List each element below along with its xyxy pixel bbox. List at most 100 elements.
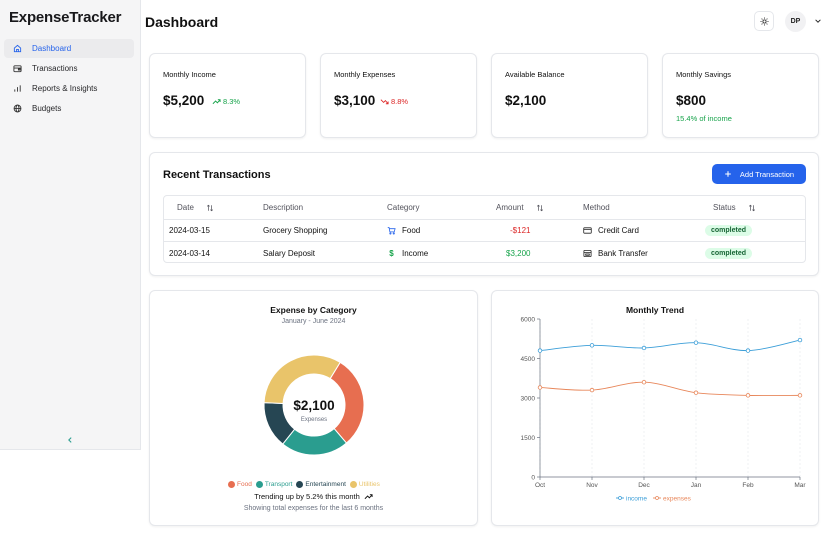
sidebar-item-reports[interactable]: Reports & Insights (4, 79, 134, 98)
trending-down-icon (380, 99, 389, 105)
legend-label: Entertainment (305, 481, 346, 488)
category-label: Food (402, 226, 421, 235)
trend-text: Trending up by 5.2% this month (254, 492, 360, 501)
donut-center-label: Expenses (301, 417, 327, 423)
legend-label: Utilities (358, 481, 380, 488)
y-tick-label: 0 (531, 475, 535, 482)
home-icon (12, 44, 22, 54)
status-badge: completed (705, 247, 753, 259)
credit-card-icon (583, 227, 592, 234)
theme-toggle-button[interactable] (754, 11, 774, 31)
legend-label-expenses: expenses (663, 495, 692, 502)
legend-label: Food (237, 481, 252, 488)
column-header-category: Category (387, 196, 419, 219)
legend-swatch (349, 481, 357, 488)
recent-transactions-card: Recent Transactions Add Transaction Date… (149, 152, 819, 276)
bar-chart-icon (12, 84, 22, 94)
data-point-income[interactable] (641, 345, 647, 351)
data-point-income[interactable] (745, 348, 751, 353)
legend-label-income: income (626, 495, 647, 502)
legend-swatch (296, 481, 304, 488)
sun-icon (759, 16, 769, 26)
x-tick-label: Oct (535, 482, 545, 489)
donut-slice-utilities[interactable] (263, 354, 341, 405)
data-point-expenses[interactable] (537, 385, 543, 390)
donut-legend: Food Transport Entertainment Utilities (228, 481, 380, 488)
stat-value: $3,100 (334, 93, 376, 108)
app-title: ExpenseTracker (9, 9, 122, 26)
data-point-expenses[interactable] (589, 387, 595, 393)
legend-swatch (228, 481, 235, 488)
page-title: Dashboard (145, 14, 219, 30)
x-tick-label: Mar (794, 482, 806, 489)
sidebar-item-budgets[interactable]: Budgets (4, 99, 134, 118)
x-tick-label: Dec (638, 482, 650, 489)
data-point-income[interactable] (537, 348, 543, 353)
stat-card-expenses: Monthly Expenses $3,100 8.8% (320, 53, 477, 138)
cell-status: completed (705, 242, 753, 262)
add-transaction-label: Add Transaction (739, 169, 795, 179)
sidebar-item-label: Dashboard (32, 44, 72, 53)
stat-trend-value: 8.8% (391, 97, 409, 106)
data-point-income[interactable] (797, 337, 803, 343)
column-header-description: Description (263, 196, 303, 219)
sort-icon[interactable] (536, 204, 544, 212)
table-row[interactable]: 2024-03-15 Grocery Shopping Food -$121 C… (164, 220, 805, 242)
stat-trend: 8.3% (212, 97, 240, 106)
data-point-expenses[interactable] (693, 390, 699, 395)
sidebar: ExpenseTracker Dashboard Transactions Re… (0, 0, 141, 450)
data-point-expenses[interactable] (745, 393, 751, 398)
wallet-icon (12, 64, 22, 74)
add-transaction-button[interactable]: Add Transaction (712, 164, 806, 184)
trending-up-icon (364, 494, 373, 500)
data-point-expenses[interactable] (797, 393, 803, 398)
stat-trend-value: 8.3% (223, 97, 241, 106)
stat-card-savings: Monthly Savings $800 15.4% of income (662, 53, 819, 138)
chart-subtitle: January - June 2024 (281, 318, 346, 325)
trending-up-icon (212, 99, 221, 105)
cell-category: Food (387, 220, 420, 241)
donut-center-value: $2,100 (293, 398, 334, 413)
data-point-income[interactable] (589, 343, 595, 348)
stat-value: $800 (676, 93, 707, 108)
y-tick-label: 6000 (521, 317, 536, 324)
cell-amount: $3,200 (506, 248, 531, 258)
sidebar-item-transactions[interactable]: Transactions (4, 59, 134, 78)
status-badge: completed (705, 225, 753, 236)
cell-method: Bank Transfer (583, 242, 648, 262)
collapse-sidebar-button[interactable] (64, 434, 76, 446)
bank-icon (583, 249, 592, 257)
column-header-status[interactable]: Status (713, 196, 756, 219)
data-point-expenses[interactable] (641, 379, 647, 385)
monthly-trend-card: Monthly Trend 0 1500 3000 4500 6000 Oct Nov Dec… (491, 290, 819, 526)
chevron-down-icon[interactable] (814, 17, 822, 25)
column-label: Date (177, 203, 194, 212)
column-header-date[interactable]: Date (177, 196, 214, 219)
y-tick-label: 4500 (521, 356, 536, 363)
series-line-income (539, 339, 801, 352)
line-chart: 0 1500 3000 4500 6000 Oct Nov Dec Jan Feb Mar inco… (521, 317, 807, 503)
sidebar-item-dashboard[interactable]: Dashboard (4, 39, 134, 58)
column-label: Description (263, 203, 304, 212)
series-line-expenses (539, 381, 801, 397)
x-tick-label: Feb (742, 482, 754, 489)
sort-icon[interactable] (206, 204, 214, 212)
x-tick-label: Jan (691, 482, 702, 489)
column-label: Status (713, 203, 736, 212)
stat-value: $2,100 (505, 93, 547, 108)
cell-category: $ Income (387, 242, 428, 262)
chart-footer-note: Showing total expenses for the last 6 mo… (243, 505, 384, 512)
stat-value: $5,200 (163, 93, 205, 108)
legend-swatch (255, 481, 263, 488)
stat-label: Monthly Income (163, 70, 216, 79)
globe-icon (12, 104, 22, 114)
column-label: Method (583, 203, 610, 212)
avatar[interactable]: DP (785, 11, 806, 32)
stat-card-income: Monthly Income $5,200 8.3% (149, 53, 306, 138)
sort-icon[interactable] (748, 204, 756, 212)
table-row[interactable]: 2024-03-14 Salary Deposit $ Income $3,20… (164, 242, 805, 262)
column-header-amount[interactable]: Amount (496, 196, 544, 219)
transactions-table: Date Description Category Amount Method (163, 195, 806, 263)
data-point-income[interactable] (693, 340, 699, 345)
